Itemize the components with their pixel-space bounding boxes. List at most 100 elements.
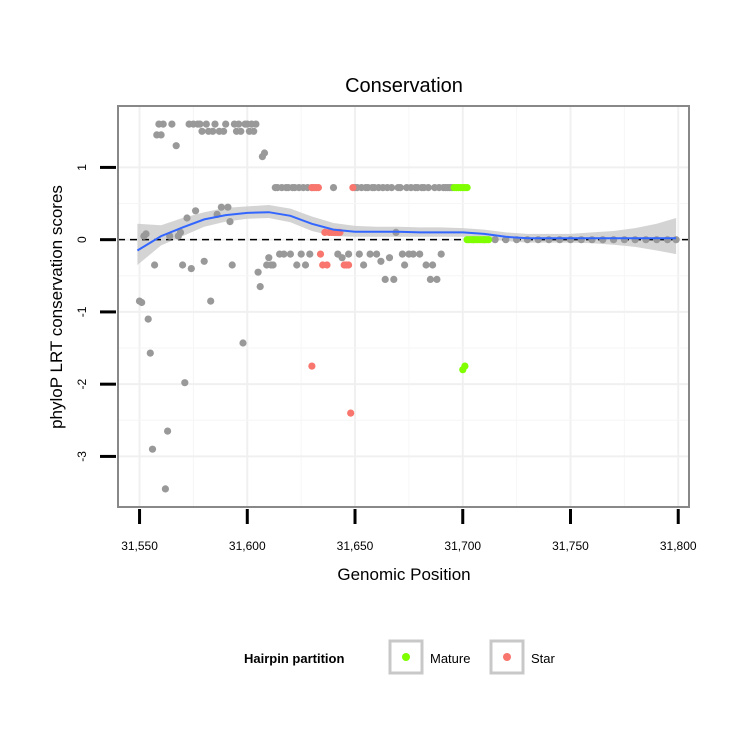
legend-label-mature: Mature <box>430 651 470 666</box>
grid-lines <box>118 106 689 507</box>
point-other <box>159 120 167 128</box>
point-other <box>226 218 234 226</box>
point-other <box>187 265 195 273</box>
point-other <box>416 250 424 258</box>
point-other <box>534 236 542 244</box>
point-other <box>280 250 288 258</box>
point-other <box>329 184 338 192</box>
point-other <box>566 236 575 244</box>
point-other <box>235 120 243 128</box>
point-other <box>398 250 406 258</box>
point-other <box>260 149 269 157</box>
series-star <box>308 184 357 417</box>
point-other <box>345 250 353 258</box>
point-other <box>220 127 228 135</box>
point-other <box>545 236 553 244</box>
point-other <box>556 236 564 244</box>
legend-entry-mature: Mature <box>388 639 470 675</box>
point-other <box>198 127 206 135</box>
point-other <box>422 261 430 269</box>
point-other <box>588 236 596 244</box>
point-other <box>254 268 262 276</box>
point-other <box>202 120 210 128</box>
point-star <box>349 184 357 192</box>
point-other <box>373 250 381 258</box>
x-tick-label: 31,650 <box>337 539 374 553</box>
legend-label-star: Star <box>531 651 556 666</box>
point-other <box>161 485 169 493</box>
x-tick-label: 31,800 <box>660 539 697 553</box>
point-other <box>653 236 661 244</box>
point-other <box>168 120 176 128</box>
smooth-line <box>136 211 677 252</box>
data-points <box>135 120 680 493</box>
point-other <box>146 349 154 357</box>
point-other <box>401 261 409 269</box>
point-other <box>144 315 152 323</box>
y-tick-label: 1 <box>75 164 89 171</box>
point-other <box>265 254 273 262</box>
y-axis: -3 -2 -1 0 1 <box>75 164 116 462</box>
point-star <box>323 261 331 269</box>
chart-title: Conservation <box>345 75 463 97</box>
point-other <box>179 261 187 269</box>
legend-key-mature <box>402 653 410 661</box>
point-other <box>424 184 432 192</box>
confidence-band-area <box>137 205 677 265</box>
point-other <box>138 298 146 307</box>
y-tick-label: 0 <box>75 236 89 243</box>
point-other <box>222 120 230 128</box>
point-other <box>183 214 191 222</box>
point-other <box>599 236 607 244</box>
legend-key-star <box>503 653 511 661</box>
y-tick-label: -2 <box>75 379 89 390</box>
point-other <box>211 120 219 128</box>
confidence-band <box>137 205 677 265</box>
series-other <box>135 120 680 493</box>
point-mature <box>463 184 471 192</box>
legend-entry-star: Star <box>489 639 556 675</box>
point-other <box>377 257 385 265</box>
point-other <box>381 275 389 283</box>
point-other <box>176 228 185 236</box>
point-other <box>429 261 437 269</box>
point-other <box>269 261 277 269</box>
point-other <box>396 184 404 192</box>
point-mature <box>461 362 469 370</box>
point-other <box>620 236 629 244</box>
point-other <box>306 250 314 258</box>
point-other <box>366 250 374 258</box>
point-other <box>642 236 650 244</box>
point-other <box>252 120 260 128</box>
point-other <box>286 250 294 258</box>
point-mature <box>485 236 493 244</box>
y-axis-title: phyloP LRT conservation scores <box>47 185 66 429</box>
point-other <box>164 427 172 435</box>
point-other <box>217 203 225 211</box>
point-star <box>345 261 353 269</box>
point-other <box>172 142 180 150</box>
x-tick-label: 31,600 <box>229 539 266 553</box>
point-other <box>192 207 200 215</box>
y-tick-label: -1 <box>75 306 89 317</box>
point-other <box>388 184 396 192</box>
point-star <box>347 409 355 417</box>
legend-title: Hairpin partition <box>244 651 344 666</box>
point-other <box>293 261 301 269</box>
point-other <box>385 254 394 262</box>
x-axis-title: Genomic Position <box>337 565 470 584</box>
point-other <box>426 275 434 283</box>
y-tick-label: -3 <box>75 451 89 462</box>
point-other <box>181 379 189 387</box>
x-axis: 31,550 31,600 31,650 31,700 31,750 31,800 <box>121 509 697 553</box>
point-other <box>433 275 441 283</box>
point-other <box>148 445 157 453</box>
point-other <box>297 250 305 258</box>
point-other <box>610 236 618 244</box>
point-other <box>157 131 165 139</box>
smooth-curve <box>136 211 677 252</box>
point-other <box>228 261 236 269</box>
point-other <box>142 230 150 238</box>
point-other <box>577 236 585 244</box>
point-other <box>250 127 258 135</box>
